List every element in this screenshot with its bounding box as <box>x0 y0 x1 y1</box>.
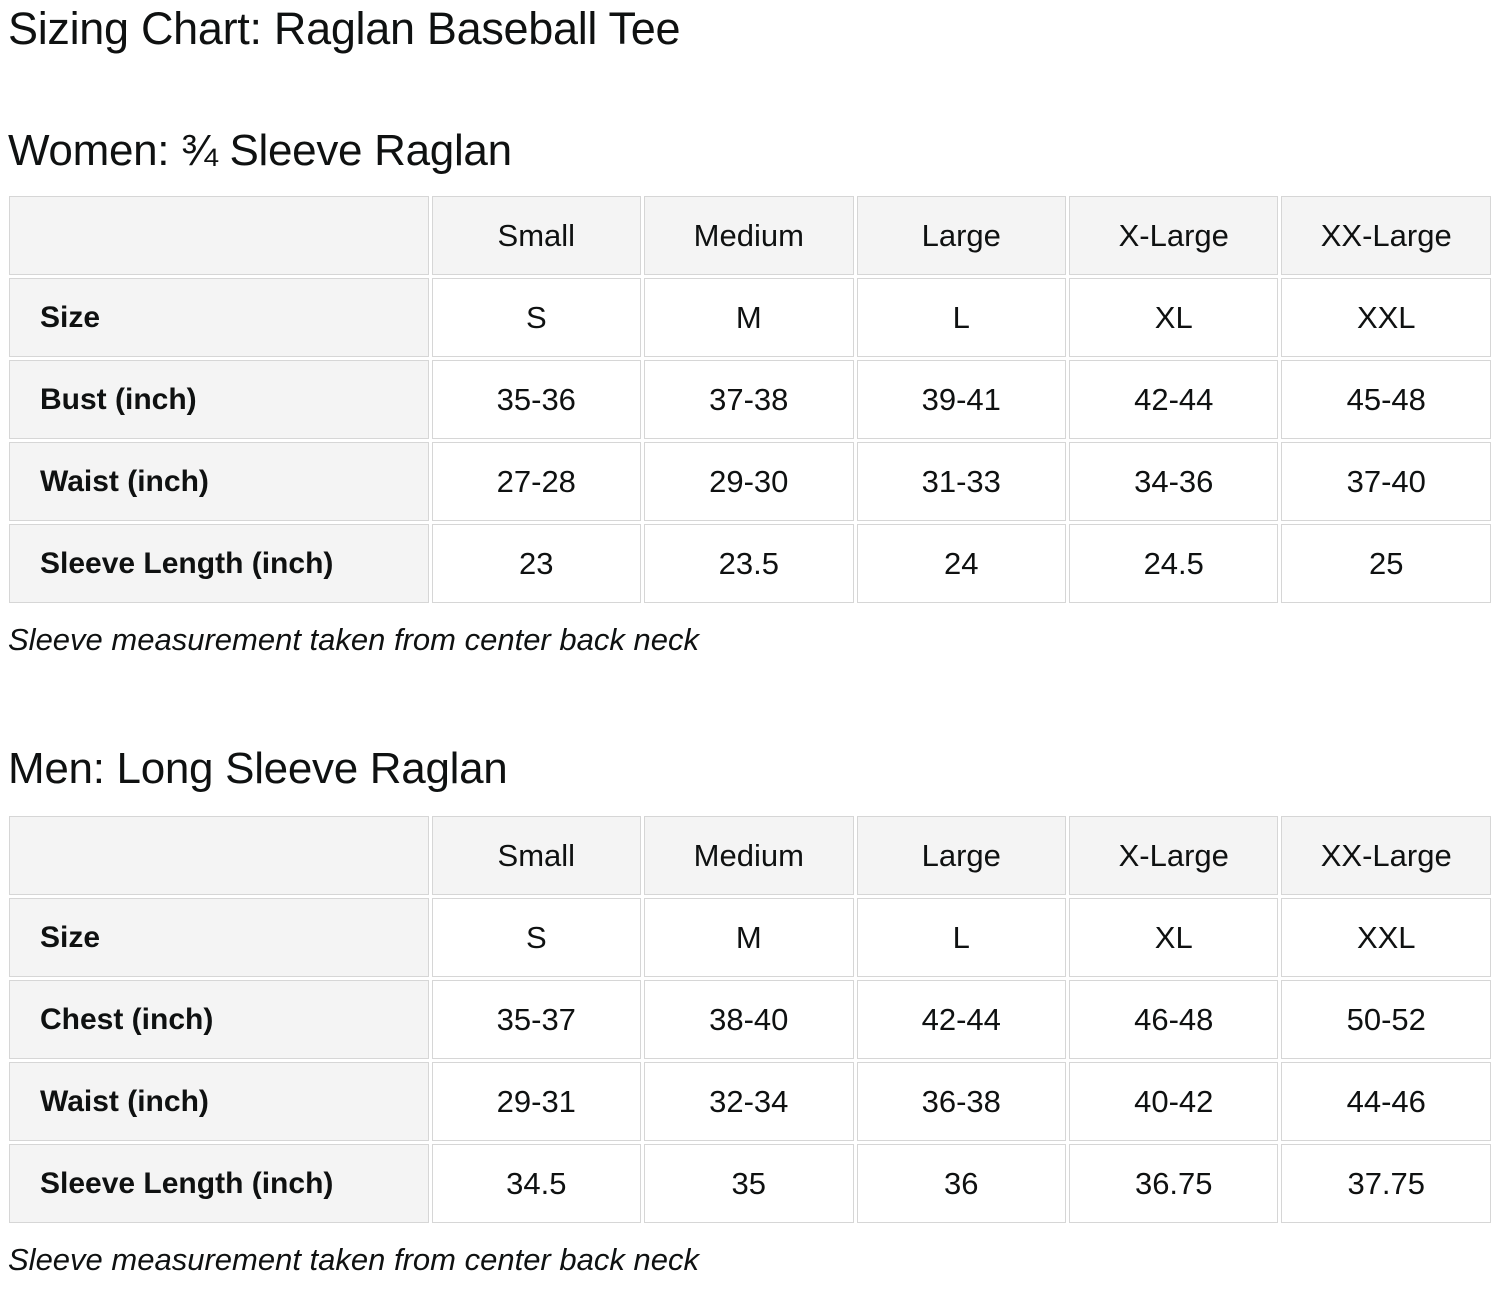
men-section: Men: Long Sleeve Raglan Small Medium Lar… <box>6 747 1494 1277</box>
cell-value: 44-46 <box>1281 1062 1491 1142</box>
row-label: Bust (inch) <box>9 360 429 439</box>
men-sizing-table: Small Medium Large X-Large XX-Large Size… <box>6 813 1494 1226</box>
cell-value: M <box>644 278 854 357</box>
column-header: X-Large <box>1069 816 1279 896</box>
cell-value: 32-34 <box>644 1062 854 1142</box>
men-section-heading: Men: Long Sleeve Raglan <box>8 744 508 794</box>
women-section: Women: ¾ Sleeve Raglan Small Medium Larg… <box>6 129 1494 657</box>
cell-value: 46-48 <box>1069 980 1279 1060</box>
cell-value: M <box>644 898 854 978</box>
cell-value: 35-36 <box>431 360 642 439</box>
cell-value: 35-37 <box>431 980 642 1060</box>
cell-value: XXL <box>1281 898 1491 978</box>
column-header: Large <box>856 816 1066 896</box>
cell-value: 42-44 <box>1069 360 1279 439</box>
column-header: XX-Large <box>1281 816 1491 896</box>
row-label: Size <box>9 898 429 978</box>
column-header: Small <box>431 196 642 275</box>
cell-value: 34-36 <box>1069 442 1279 521</box>
row-label: Chest (inch) <box>9 980 429 1060</box>
cell-value: XXL <box>1281 278 1491 357</box>
cell-value: 29-31 <box>431 1062 642 1142</box>
row-label: Sleeve Length (inch) <box>9 524 429 603</box>
sleeve-note: Sleeve measurement taken from center bac… <box>8 1242 699 1278</box>
table-row: Sleeve Length (inch) 23 23.5 24 24.5 25 <box>9 524 1491 603</box>
column-header: XX-Large <box>1281 196 1491 275</box>
column-header: Large <box>856 196 1066 275</box>
table-row: Bust (inch) 35-36 37-38 39-41 42-44 45-4… <box>9 360 1491 439</box>
cell-value: 34.5 <box>431 1144 642 1224</box>
table-row: Size S M L XL XXL <box>9 898 1491 978</box>
row-label: Sleeve Length (inch) <box>9 1144 429 1224</box>
cell-value: 37-38 <box>644 360 854 439</box>
cell-value: XL <box>1069 898 1279 978</box>
table-row: Chest (inch) 35-37 38-40 42-44 46-48 50-… <box>9 980 1491 1060</box>
cell-value: 23.5 <box>644 524 854 603</box>
cell-value: 36-38 <box>856 1062 1066 1142</box>
cell-value: S <box>431 898 642 978</box>
table-header-row: Small Medium Large X-Large XX-Large <box>9 196 1491 275</box>
women-sizing-table: Small Medium Large X-Large XX-Large Size… <box>6 193 1494 606</box>
table-header-row: Small Medium Large X-Large XX-Large <box>9 816 1491 896</box>
cell-value: 36 <box>856 1144 1066 1224</box>
sleeve-note: Sleeve measurement taken from center bac… <box>8 622 699 657</box>
corner-cell <box>9 816 429 896</box>
table-row: Size S M L XL XXL <box>9 278 1491 357</box>
cell-value: 37.75 <box>1281 1144 1491 1224</box>
sizing-chart-page: Sizing Chart: Raglan Baseball Tee Women:… <box>6 6 1494 1277</box>
cell-value: 45-48 <box>1281 360 1491 439</box>
cell-value: L <box>856 898 1066 978</box>
cell-value: 38-40 <box>644 980 854 1060</box>
cell-value: 42-44 <box>856 980 1066 1060</box>
column-header: Small <box>431 816 642 896</box>
cell-value: 29-30 <box>644 442 854 521</box>
column-header: Medium <box>644 196 854 275</box>
cell-value: 24 <box>856 524 1066 603</box>
corner-cell <box>9 196 429 275</box>
cell-value: L <box>856 278 1066 357</box>
cell-value: 36.75 <box>1069 1144 1279 1224</box>
row-label: Waist (inch) <box>9 442 429 521</box>
cell-value: 23 <box>431 524 642 603</box>
table-row: Sleeve Length (inch) 34.5 35 36 36.75 37… <box>9 1144 1491 1224</box>
cell-value: 37-40 <box>1281 442 1491 521</box>
women-section-heading: Women: ¾ Sleeve Raglan <box>8 126 512 175</box>
page-title: Sizing Chart: Raglan Baseball Tee <box>8 3 681 54</box>
cell-value: 25 <box>1281 524 1491 603</box>
cell-value: XL <box>1069 278 1279 357</box>
column-header: Medium <box>644 816 854 896</box>
table-row: Waist (inch) 27-28 29-30 31-33 34-36 37-… <box>9 442 1491 521</box>
row-label: Size <box>9 278 429 357</box>
cell-value: 50-52 <box>1281 980 1491 1060</box>
cell-value: 27-28 <box>431 442 642 521</box>
table-row: Waist (inch) 29-31 32-34 36-38 40-42 44-… <box>9 1062 1491 1142</box>
cell-value: 35 <box>644 1144 854 1224</box>
cell-value: S <box>431 278 642 357</box>
cell-value: 40-42 <box>1069 1062 1279 1142</box>
cell-value: 31-33 <box>856 442 1066 521</box>
row-label: Waist (inch) <box>9 1062 429 1142</box>
cell-value: 24.5 <box>1069 524 1279 603</box>
column-header: X-Large <box>1069 196 1279 275</box>
cell-value: 39-41 <box>856 360 1066 439</box>
